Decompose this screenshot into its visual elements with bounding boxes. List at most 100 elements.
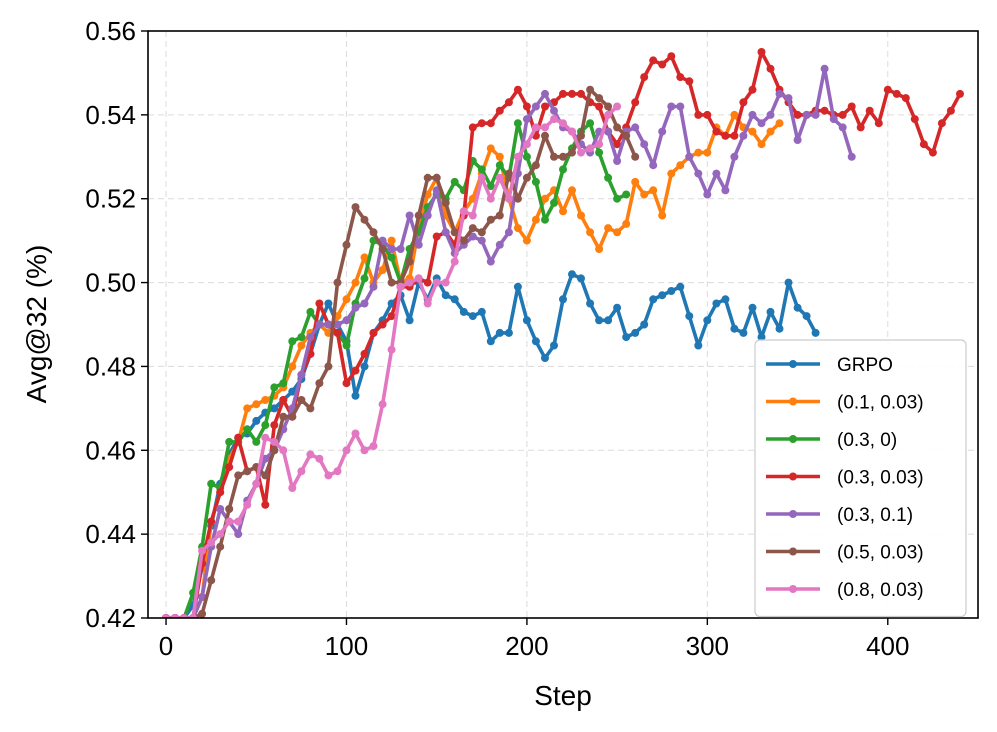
data-point <box>504 228 513 237</box>
data-point <box>604 127 613 136</box>
data-point <box>613 102 622 111</box>
data-point <box>216 488 225 497</box>
data-point <box>928 148 937 157</box>
data-point <box>243 425 252 434</box>
data-point <box>441 278 450 287</box>
legend-item: (0.5, 0.03) <box>766 543 924 564</box>
data-point <box>288 412 297 421</box>
data-point <box>522 316 531 325</box>
data-point <box>712 127 721 136</box>
data-point <box>396 245 405 253</box>
data-point <box>297 467 306 476</box>
data-point <box>468 232 477 241</box>
data-point <box>613 140 622 149</box>
data-point <box>667 287 676 295</box>
data-point <box>757 333 766 342</box>
data-point <box>956 89 964 98</box>
data-point <box>541 102 549 111</box>
data-point <box>297 396 306 404</box>
data-point <box>261 471 270 480</box>
series-layer <box>162 48 964 618</box>
data-point <box>288 362 297 371</box>
data-point <box>252 479 261 488</box>
data-point <box>559 165 567 174</box>
data-point <box>468 211 477 220</box>
data-point <box>225 463 234 472</box>
data-point <box>649 295 658 304</box>
data-point <box>378 400 387 409</box>
data-point <box>550 198 558 207</box>
data-point <box>541 89 549 98</box>
data-point <box>405 257 414 266</box>
data-point <box>504 169 513 178</box>
data-point <box>757 119 766 128</box>
data-point <box>324 362 333 371</box>
series-5 <box>162 85 640 618</box>
data-point <box>495 173 504 182</box>
data-point <box>667 169 676 178</box>
data-point <box>568 127 576 136</box>
data-point <box>351 366 360 375</box>
data-point <box>631 177 640 186</box>
legend-item: (0.8, 0.03) <box>766 580 924 601</box>
data-point <box>613 228 622 237</box>
data-point <box>234 433 243 442</box>
data-point <box>622 131 631 140</box>
data-point <box>730 152 739 161</box>
data-point <box>360 446 369 455</box>
data-point <box>243 500 252 509</box>
data-point <box>541 354 549 362</box>
data-point <box>694 169 703 178</box>
data-point <box>703 110 712 119</box>
legend-item: (0.3, 0.03) <box>766 468 924 489</box>
y-tick-label: 0.54 <box>85 100 136 130</box>
data-point <box>595 140 604 149</box>
data-point <box>595 102 604 111</box>
data-point <box>270 421 279 430</box>
data-point <box>486 119 495 128</box>
data-point <box>676 161 685 170</box>
data-point <box>586 119 595 128</box>
data-point <box>739 131 748 140</box>
y-tick-label: 0.44 <box>85 519 136 549</box>
data-point <box>189 614 198 618</box>
data-point <box>495 211 504 220</box>
y-tick-label: 0.50 <box>85 268 136 298</box>
data-point <box>766 64 775 73</box>
data-point <box>486 144 495 153</box>
data-point <box>270 437 279 446</box>
data-point <box>865 106 874 115</box>
data-point <box>613 157 622 165</box>
data-point <box>802 312 811 321</box>
data-point <box>541 131 549 140</box>
data-point <box>468 123 477 132</box>
data-point <box>369 228 378 237</box>
data-point <box>766 110 775 119</box>
data-point <box>495 161 504 170</box>
y-tick-label: 0.52 <box>85 184 136 214</box>
data-point <box>874 119 883 128</box>
data-point <box>342 240 351 249</box>
data-point <box>306 450 315 459</box>
data-point <box>198 593 207 601</box>
legend-item: (0.3, 0) <box>766 430 897 451</box>
plot-frame <box>147 30 979 619</box>
data-point <box>541 194 549 203</box>
data-point <box>685 312 694 321</box>
data-point <box>513 224 522 233</box>
data-point <box>550 106 558 115</box>
data-point <box>297 341 306 350</box>
data-point <box>604 110 613 119</box>
data-point <box>513 119 522 128</box>
data-point <box>414 274 423 283</box>
data-point <box>243 467 252 476</box>
data-point <box>333 328 342 337</box>
data-point <box>333 320 342 329</box>
legend-box <box>754 339 967 618</box>
data-point <box>838 123 847 132</box>
data-point <box>378 266 387 274</box>
data-point <box>703 190 712 199</box>
data-point <box>369 442 378 451</box>
data-point <box>631 98 640 107</box>
data-point <box>414 211 423 220</box>
